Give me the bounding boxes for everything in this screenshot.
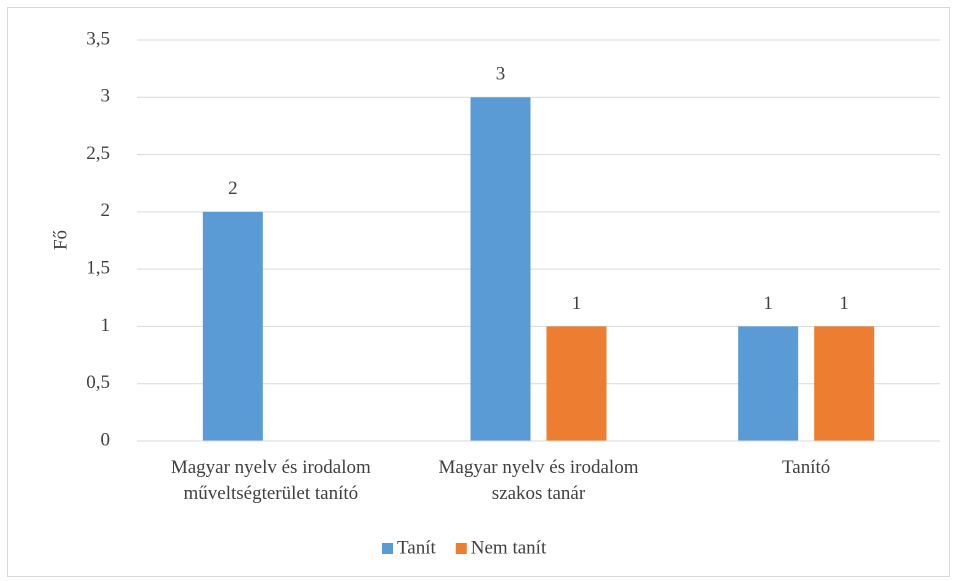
legend-swatch xyxy=(455,543,467,554)
bar xyxy=(202,211,263,441)
y-axis-label: Fő xyxy=(50,230,71,250)
data-label: 1 xyxy=(763,293,773,314)
y-tick-label: 0 xyxy=(101,429,111,450)
data-label: 3 xyxy=(496,64,506,85)
bar xyxy=(814,326,875,441)
legend-label: Nem tanít xyxy=(471,537,547,558)
legend-label: Tanít xyxy=(397,537,436,558)
y-tick-label: 1,5 xyxy=(86,258,110,279)
x-tick-label: Magyar nyelv és irodalom szakos tanár xyxy=(438,457,639,504)
legend-swatch xyxy=(382,543,393,554)
y-tick-label: 0,5 xyxy=(86,372,110,393)
data-label: 1 xyxy=(572,293,582,314)
y-tick-label: 3 xyxy=(101,86,111,107)
x-tick-label: Tanító xyxy=(782,457,831,478)
y-tick-label: 3,5 xyxy=(86,28,110,49)
y-tick-label: 2,5 xyxy=(86,143,110,164)
data-label: 1 xyxy=(839,293,849,314)
y-tick-label: 1 xyxy=(101,315,111,336)
bar xyxy=(546,326,607,441)
data-label: 2 xyxy=(228,178,238,199)
bar xyxy=(738,326,799,441)
x-tick-label: Magyar nyelv és irodalom műveltségterüle… xyxy=(170,457,371,504)
y-tick-label: 2 xyxy=(101,200,111,221)
bar xyxy=(470,97,531,442)
